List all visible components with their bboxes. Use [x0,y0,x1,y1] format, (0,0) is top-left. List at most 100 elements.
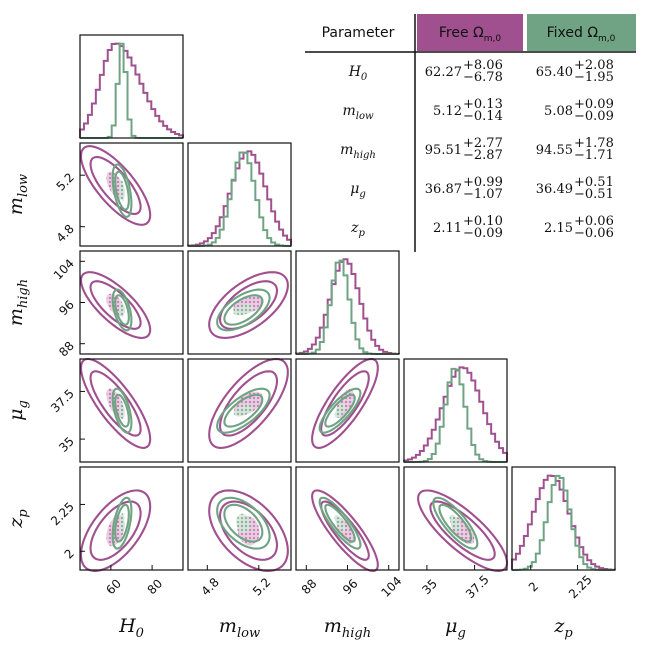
table-free-value: 36.87 +0.99−1.07 [425,175,503,202]
density-fixed [119,512,125,534]
density-fixed [236,513,251,533]
contour-2sigma-fixed [318,387,362,434]
contour-1sigma-fixed [324,393,356,428]
svg-text:+0.06: +0.06 [574,214,614,229]
svg-text:2.11: 2.11 [433,221,462,236]
svg-text:+0.13: +0.13 [463,97,503,112]
x-axis-label-mhigh: mhigh [324,615,371,641]
contour-1sigma-fixed [223,503,264,543]
panel-mug-H0: 35 37.5 [48,357,184,463]
svg-text:+0.99: +0.99 [463,175,503,190]
y-axis-label-mhigh: mhigh [5,279,31,326]
table-param-label: zp [350,220,365,239]
table-free-value: 62.27 +8.06−6.78 [425,58,503,85]
contour-2sigma-free [79,145,152,226]
svg-text:−0.09: −0.09 [574,109,614,124]
panel-zp-mhigh: 88 96 104 [295,466,405,600]
contour-1sigma-free [429,500,496,561]
svg-text:+8.06: +8.06 [463,58,503,73]
svg-text:−6.78: −6.78 [463,70,503,85]
contour-1sigma-free [219,280,279,330]
panel-frame [511,466,616,571]
table-free-value: 5.12 +0.13−0.14 [433,97,503,124]
contour-2sigma-free [311,357,379,449]
contour-2sigma-fixed [111,387,133,434]
x-tick-label: 80 [145,576,166,597]
table-header-free: Free Ωm,0 [439,25,501,44]
svg-text:−1.95: −1.95 [574,70,614,85]
density-fixed [119,303,125,317]
table-param-label: H0 [348,64,368,83]
contour-2sigma-free [208,357,289,449]
table-header-parameter: Parameter [322,25,395,41]
panel-zp-zp: 2 2.25 [511,466,616,601]
svg-text:−0.09: −0.09 [463,226,503,241]
x-tick-label: 5.2 [250,575,273,598]
contour-2sigma-free [311,489,379,572]
table-row: mhigh 95.51 +2.77−2.87 94.55 +1.78−1.71 [340,136,614,163]
table-row: zp 2.11 +0.10−0.09 2.15 +0.06−0.06 [350,214,614,241]
contour-1sigma-fixed [223,294,264,326]
marginal-hist-fixed-zp [511,474,616,571]
svg-text:2.15: 2.15 [544,221,573,236]
table-row: mlow 5.12 +0.13−0.14 5.08 +0.09−0.09 [342,97,613,124]
contour-2sigma-fixed [111,288,133,332]
y-tick-label: 2.25 [48,500,77,529]
table-fixed-value: 94.55 +1.78−1.71 [536,136,614,163]
svg-text:62.27: 62.27 [425,65,462,80]
panel-frame [79,142,184,247]
marginal-hist-free-mlow [187,150,292,247]
table-fixed-value: 36.49 +0.51−0.51 [536,175,614,202]
panel-H0-H0 [79,34,184,139]
panel-mug-mug [403,358,508,463]
contour-2sigma-fixed [216,387,271,434]
contour-1sigma-fixed [114,393,130,428]
y-tick-label: 4.8 [54,222,77,245]
x-tick-label: 4.8 [198,575,221,598]
marginal-hist-free-H0 [79,42,184,138]
svg-text:+2.77: +2.77 [463,136,503,151]
contour-1sigma-free [218,370,279,437]
x-tick-label: 104 [378,574,404,600]
contour-1sigma-free [320,370,370,437]
panel-frame [79,358,184,463]
contour-1sigma-free [219,500,279,561]
contour-2sigma-fixed [111,163,133,218]
panel-frame [187,142,292,247]
contour-2sigma-fixed [216,496,271,550]
table-free-value: 95.51 +2.77−2.87 [425,136,503,163]
svg-text:−0.06: −0.06 [574,226,614,241]
svg-text:−1.71: −1.71 [574,148,614,163]
x-axis-label-mlow: mlow [219,615,260,641]
table-fixed-value: 5.08 +0.09−0.09 [544,97,614,124]
panel-frame [79,250,184,355]
contour-2sigma-free [79,489,152,572]
panel-frame [295,250,400,355]
marginal-hist-fixed-mug [404,367,507,463]
panel-frame [79,34,184,139]
x-tick-label: 96 [340,576,361,597]
contour-1sigma-fixed [114,503,130,543]
panel-mhigh-H0: 88 96 104 [51,250,184,359]
contour-2sigma-free [208,271,289,339]
x-tick-label: 35 [419,576,440,597]
contour-1sigma-fixed [223,393,264,428]
density-fixed [334,403,346,418]
table-fixed-value: 2.15 +0.06−0.06 [544,214,614,241]
table-param-label: μg [350,181,366,200]
contour-1sigma-fixed [438,503,473,543]
x-tick-label: 37.5 [463,572,492,601]
summary-table: Parameter Free Ωm,0 Fixed Ωm,0 H0 62.27 +8… [305,14,636,252]
table-free-value: 2.11 +0.10−0.09 [433,214,503,241]
svg-text:−0.51: −0.51 [574,187,614,202]
contour-1sigma-free [89,280,142,330]
panel-frame [295,358,400,463]
density-fixed [233,304,254,316]
panel-zp-mlow: 4.8 5.2 [187,466,292,599]
panel-mlow-mlow [187,142,292,247]
panel-mhigh-mlow [187,250,292,355]
panel-frame [187,466,292,571]
x-tick-label: 2 [526,579,541,594]
density-fixed [233,404,253,417]
svg-text:95.51: 95.51 [425,143,462,158]
